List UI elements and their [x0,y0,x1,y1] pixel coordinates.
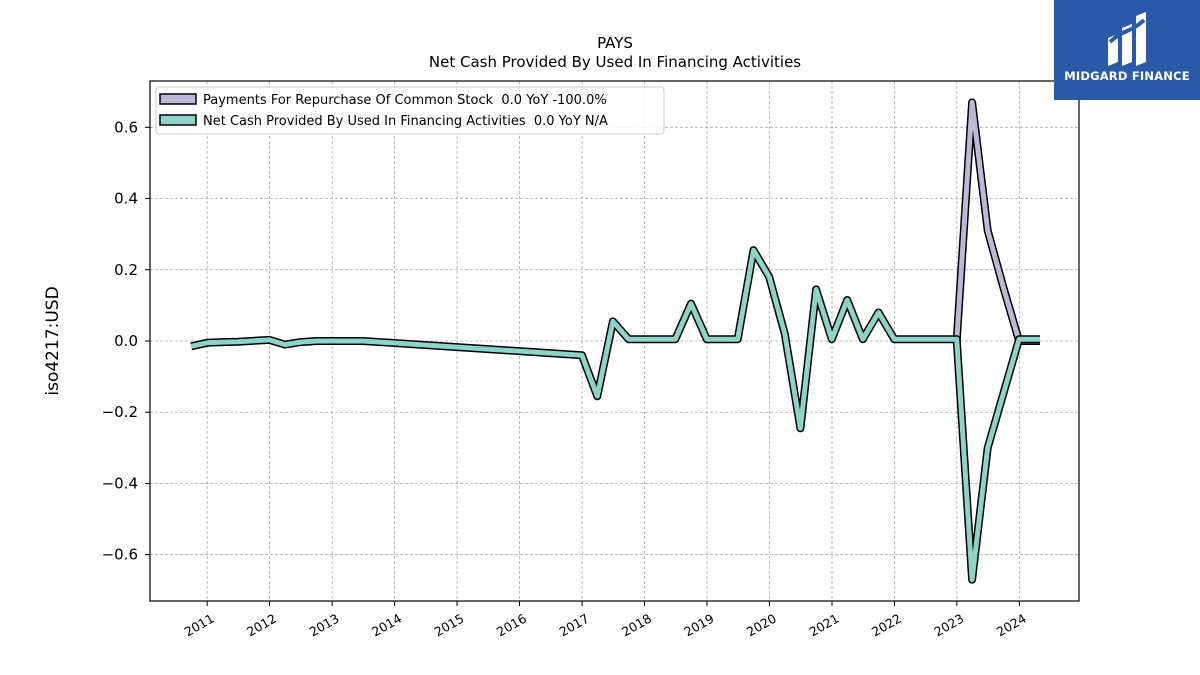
x-tick-label: 2017 [557,611,592,640]
legend-label-repurchase: Payments For Repurchase Of Common Stock … [203,93,607,108]
x-tick-label: 2013 [307,611,342,640]
y-tick-label: −0.2 [102,403,138,421]
legend-label-financing: Net Cash Provided By Used In Financing A… [203,114,608,129]
x-tick-label: 2019 [681,611,716,640]
y-tick-label: 0.6 [114,118,138,136]
legend-swatch-repurchase [159,93,197,105]
series-line-0 [954,99,1040,344]
y-tick-label: −0.6 [102,546,138,564]
x-tick-label: 2011 [182,611,217,640]
axis-ticks: 2011 2012 2013 2014 2015 2016 2017 2018 2019 2020… [102,118,1029,639]
x-tick-label: 2021 [806,611,841,640]
y-axis-label: iso4217:USD [43,286,63,395]
y-tick-label: −0.4 [102,474,138,492]
legend-box [155,86,665,135]
x-tick-label: 2015 [431,611,466,640]
logo-mark-icon [1108,12,1146,66]
x-tick-label: 2016 [494,611,529,640]
series-layer [190,98,1040,584]
brand-logo: MIDGARD FINANCE [1054,0,1200,100]
chart-subtitle: Net Cash Provided By Used In Financing A… [429,53,801,71]
x-tick-label: 2018 [619,611,654,640]
x-tick-label: 2014 [369,611,404,640]
x-tick-label: 2020 [744,611,779,640]
x-tick-label: 2023 [931,611,966,640]
logo-text: MIDGARD FINANCE [1064,69,1190,83]
plot-frame [149,80,1080,602]
y-tick-label: 0.4 [114,190,138,208]
x-tick-label: 2024 [994,611,1029,640]
legend: Payments For Repurchase Of Common Stock … [155,86,665,135]
chart-title: PAYS [597,34,633,52]
y-tick-label: 0.2 [114,261,138,279]
series-outline-1 [190,246,1040,584]
x-tick-label: 2022 [869,611,904,640]
series-line-1 [190,247,1040,583]
legend-swatch-financing [159,114,197,126]
x-tick-label: 2012 [244,611,279,640]
y-tick-label: 0.0 [114,332,138,350]
